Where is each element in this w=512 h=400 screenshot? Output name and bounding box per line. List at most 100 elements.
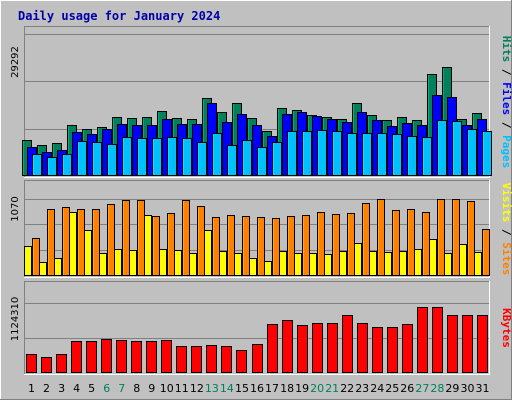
series-label-pages: Pages bbox=[500, 135, 512, 168]
bar-sites-day-22 bbox=[347, 213, 355, 276]
bar-pages-day-27 bbox=[422, 137, 432, 176]
x-tick-day-30: 30 bbox=[461, 382, 475, 395]
bar-kbytes-day-22 bbox=[342, 315, 353, 373]
panel-bottom-ytick-label: 1124310 bbox=[10, 297, 21, 342]
bar-kbytes-day-13 bbox=[206, 345, 217, 373]
series-label-files: Files bbox=[500, 82, 512, 115]
x-tick-day-24: 24 bbox=[370, 382, 384, 395]
bar-pages-day-21 bbox=[332, 131, 342, 176]
bar-sites-day-2 bbox=[47, 209, 55, 276]
series-label-separator: / bbox=[500, 222, 512, 242]
x-tick-day-29: 29 bbox=[445, 382, 459, 395]
bar-sites-day-3 bbox=[62, 207, 70, 276]
bar-sites-day-19 bbox=[302, 215, 310, 276]
y-tick-labels: 29292 1070 1124310 bbox=[10, 46, 21, 341]
x-tick-day-17: 17 bbox=[265, 382, 279, 395]
bar-sites-day-29 bbox=[452, 199, 460, 276]
x-tick-day-31: 31 bbox=[476, 382, 490, 395]
x-tick-day-10: 10 bbox=[160, 382, 174, 395]
bar-sites-day-15 bbox=[242, 216, 250, 276]
bar-pages-day-2 bbox=[47, 157, 57, 176]
x-tick-day-21: 21 bbox=[325, 382, 339, 395]
bar-kbytes-day-23 bbox=[357, 323, 368, 373]
x-tick-day-28: 28 bbox=[430, 382, 444, 395]
x-tick-day-7: 7 bbox=[118, 382, 125, 395]
bar-sites-day-20 bbox=[317, 212, 325, 276]
x-tick-day-11: 11 bbox=[175, 382, 189, 395]
x-tick-day-15: 15 bbox=[235, 382, 249, 395]
bar-pages-day-13 bbox=[212, 133, 222, 176]
x-tick-day-4: 4 bbox=[73, 382, 80, 395]
x-tick-day-9: 9 bbox=[148, 382, 155, 395]
x-tick-day-16: 16 bbox=[250, 382, 264, 395]
bar-kbytes-day-7 bbox=[116, 340, 127, 373]
bar-pages-day-8 bbox=[137, 138, 147, 176]
x-tick-day-23: 23 bbox=[355, 382, 369, 395]
series-label-separator: / bbox=[500, 115, 512, 135]
bar-kbytes-day-16 bbox=[252, 344, 263, 373]
bar-pages-day-24 bbox=[377, 133, 387, 176]
x-tick-day-8: 8 bbox=[133, 382, 140, 395]
bar-pages-day-31 bbox=[482, 131, 492, 176]
bar-sites-day-17 bbox=[272, 218, 280, 276]
bar-pages-day-28 bbox=[437, 120, 447, 176]
bar-kbytes-day-21 bbox=[327, 323, 338, 373]
bar-sites-day-26 bbox=[407, 209, 415, 276]
bar-sites-day-25 bbox=[392, 210, 400, 276]
bar-kbytes-day-28 bbox=[432, 307, 443, 373]
x-tick-day-13: 13 bbox=[205, 382, 219, 395]
bar-kbytes-day-6 bbox=[101, 339, 112, 373]
bar-pages-day-17 bbox=[272, 142, 282, 176]
bar-sites-day-6 bbox=[107, 204, 115, 276]
bar-pages-day-18 bbox=[287, 131, 297, 176]
bar-kbytes-day-25 bbox=[387, 327, 398, 373]
bar-pages-day-20 bbox=[317, 130, 327, 176]
x-tick-day-25: 25 bbox=[385, 382, 399, 395]
bar-pages-day-12 bbox=[197, 142, 207, 176]
bar-kbytes-day-8 bbox=[131, 341, 142, 373]
bar-kbytes-day-10 bbox=[161, 340, 172, 373]
bar-sites-day-9 bbox=[152, 216, 160, 276]
chart-title: Daily usage for January 2024 bbox=[18, 9, 220, 23]
bar-pages-day-7 bbox=[122, 137, 132, 176]
bar-sites-day-28 bbox=[437, 199, 445, 276]
bar-sites-day-18 bbox=[287, 216, 295, 276]
bar-kbytes-day-4 bbox=[71, 341, 82, 373]
bar-kbytes-day-31 bbox=[477, 315, 488, 373]
bar-pages-day-26 bbox=[407, 136, 417, 176]
bar-kbytes-day-14 bbox=[221, 346, 232, 373]
bar-pages-day-30 bbox=[467, 129, 477, 176]
bar-kbytes-day-29 bbox=[447, 315, 458, 373]
chart-bars bbox=[22, 67, 492, 373]
x-tick-day-2: 2 bbox=[43, 382, 50, 395]
bar-kbytes-day-5 bbox=[86, 341, 97, 373]
bar-kbytes-day-26 bbox=[402, 324, 413, 373]
x-tick-day-14: 14 bbox=[220, 382, 234, 395]
x-tick-day-26: 26 bbox=[400, 382, 414, 395]
bar-sites-day-23 bbox=[362, 203, 370, 276]
bar-sites-day-11 bbox=[182, 200, 190, 276]
x-tick-day-20: 20 bbox=[310, 382, 324, 395]
bar-kbytes-day-19 bbox=[297, 325, 308, 373]
x-tick-day-5: 5 bbox=[88, 382, 95, 395]
bar-sites-day-21 bbox=[332, 214, 340, 276]
bar-pages-day-29 bbox=[452, 121, 462, 176]
bar-sites-day-31 bbox=[482, 229, 490, 276]
bar-sites-day-24 bbox=[377, 199, 385, 276]
x-tick-day-18: 18 bbox=[280, 382, 294, 395]
bar-kbytes-day-3 bbox=[56, 354, 67, 373]
series-axis-labels: Hits / Files / Pages Visits / Sites KBytes bbox=[500, 36, 512, 348]
bar-sites-day-14 bbox=[227, 215, 235, 276]
bar-kbytes-day-24 bbox=[372, 327, 383, 373]
bar-pages-day-15 bbox=[242, 140, 252, 176]
bar-pages-day-4 bbox=[77, 141, 87, 176]
bar-pages-day-19 bbox=[302, 131, 312, 176]
bar-sites-day-13 bbox=[212, 217, 220, 276]
panel-top-series-label: Hits / Files / Pages bbox=[500, 36, 512, 169]
bar-sites-day-27 bbox=[422, 212, 430, 276]
bar-kbytes-day-11 bbox=[176, 346, 187, 373]
series-label-hits: Hits bbox=[500, 36, 512, 63]
bar-kbytes-day-15 bbox=[236, 350, 247, 373]
bar-pages-day-10 bbox=[167, 137, 177, 176]
